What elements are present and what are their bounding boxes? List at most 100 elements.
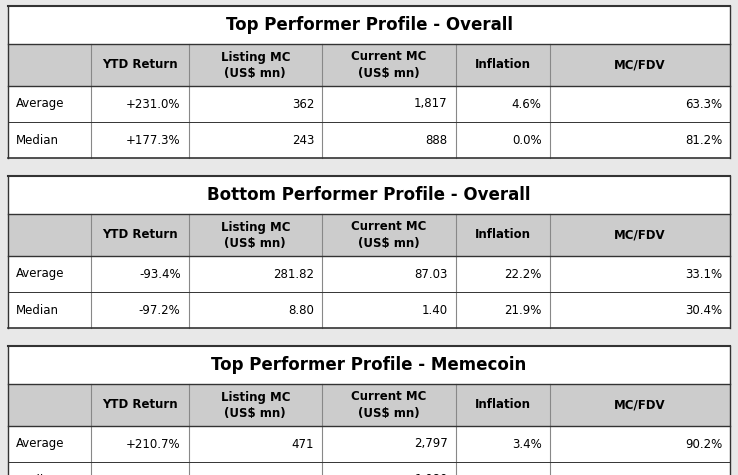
Text: 362: 362 <box>292 97 314 111</box>
Bar <box>91 44 188 86</box>
Bar <box>188 426 322 462</box>
Bar <box>550 426 730 462</box>
Text: 0.0%: 0.0% <box>512 133 542 146</box>
Text: +210.7%: +210.7% <box>126 437 181 450</box>
Bar <box>550 214 730 256</box>
Bar <box>188 44 322 86</box>
Bar <box>188 292 322 328</box>
Text: 33.1%: 33.1% <box>685 267 722 281</box>
Text: 3.4%: 3.4% <box>511 437 542 450</box>
Bar <box>550 384 730 426</box>
Text: 90.2%: 90.2% <box>685 437 722 450</box>
Bar <box>8 44 91 86</box>
Bar <box>550 122 730 158</box>
Bar <box>8 384 91 426</box>
Text: 87.03: 87.03 <box>414 267 448 281</box>
Text: Inflation: Inflation <box>475 399 531 411</box>
Text: 4.6%: 4.6% <box>511 97 542 111</box>
Text: 345: 345 <box>292 474 314 475</box>
Text: 99.9%: 99.9% <box>685 474 722 475</box>
Bar <box>8 214 91 256</box>
Text: Inflation: Inflation <box>475 58 531 72</box>
Text: Bottom Performer Profile - Overall: Bottom Performer Profile - Overall <box>207 186 531 204</box>
Bar <box>8 86 91 122</box>
Text: 888: 888 <box>426 133 448 146</box>
Bar <box>91 256 188 292</box>
Text: Median: Median <box>16 133 59 146</box>
Bar <box>8 256 91 292</box>
Text: 243: 243 <box>292 133 314 146</box>
Bar <box>8 176 730 328</box>
Text: 22.2%: 22.2% <box>504 267 542 281</box>
Text: 2,797: 2,797 <box>414 437 448 450</box>
Bar <box>322 122 455 158</box>
Bar <box>550 292 730 328</box>
Bar <box>188 256 322 292</box>
Text: Listing MC
(US$ mn): Listing MC (US$ mn) <box>221 50 290 79</box>
Text: 281.82: 281.82 <box>273 267 314 281</box>
Bar <box>8 346 730 475</box>
Text: Listing MC
(US$ mn): Listing MC (US$ mn) <box>221 390 290 419</box>
Text: 1,080: 1,080 <box>414 474 448 475</box>
Bar <box>8 176 730 214</box>
Bar <box>8 122 91 158</box>
Bar <box>188 214 322 256</box>
Text: 81.2%: 81.2% <box>685 133 722 146</box>
Text: YTD Return: YTD Return <box>102 228 178 241</box>
Bar <box>8 346 730 384</box>
Text: Median: Median <box>16 474 59 475</box>
Bar <box>322 384 455 426</box>
Bar <box>322 86 455 122</box>
Text: 1,817: 1,817 <box>414 97 448 111</box>
Text: 30.4%: 30.4% <box>685 304 722 316</box>
Bar <box>91 384 188 426</box>
Bar <box>91 462 188 475</box>
Text: Top Performer Profile - Memecoin: Top Performer Profile - Memecoin <box>211 356 527 374</box>
Bar <box>8 426 91 462</box>
Bar <box>550 462 730 475</box>
Text: YTD Return: YTD Return <box>102 399 178 411</box>
Text: -93.4%: -93.4% <box>139 267 181 281</box>
Bar <box>550 86 730 122</box>
Text: 1.40: 1.40 <box>421 304 448 316</box>
Text: Inflation: Inflation <box>475 228 531 241</box>
Bar <box>91 292 188 328</box>
Text: +177.3%: +177.3% <box>126 133 181 146</box>
Bar <box>455 44 550 86</box>
Bar <box>322 292 455 328</box>
Text: Current MC
(US$ mn): Current MC (US$ mn) <box>351 390 427 419</box>
Bar <box>8 6 730 158</box>
Text: +231.0%: +231.0% <box>126 97 181 111</box>
Text: +167.9%: +167.9% <box>125 474 181 475</box>
Text: 21.9%: 21.9% <box>504 304 542 316</box>
Bar <box>91 122 188 158</box>
Text: Median: Median <box>16 304 59 316</box>
Text: MC/FDV: MC/FDV <box>614 399 666 411</box>
Bar <box>8 6 730 44</box>
Bar <box>455 426 550 462</box>
Text: Current MC
(US$ mn): Current MC (US$ mn) <box>351 50 427 79</box>
Text: Listing MC
(US$ mn): Listing MC (US$ mn) <box>221 220 290 249</box>
Text: YTD Return: YTD Return <box>102 58 178 72</box>
Bar <box>91 86 188 122</box>
Text: Average: Average <box>16 97 64 111</box>
Text: 63.3%: 63.3% <box>685 97 722 111</box>
Bar <box>322 44 455 86</box>
Bar <box>91 214 188 256</box>
Bar <box>455 384 550 426</box>
Bar <box>322 462 455 475</box>
Text: MC/FDV: MC/FDV <box>614 228 666 241</box>
Text: Average: Average <box>16 267 64 281</box>
Bar <box>550 256 730 292</box>
Text: MC/FDV: MC/FDV <box>614 58 666 72</box>
Text: Current MC
(US$ mn): Current MC (US$ mn) <box>351 220 427 249</box>
Bar <box>188 122 322 158</box>
Bar <box>455 214 550 256</box>
Bar <box>455 292 550 328</box>
Text: 0.0%: 0.0% <box>512 474 542 475</box>
Bar <box>91 426 188 462</box>
Bar <box>550 44 730 86</box>
Bar <box>455 122 550 158</box>
Text: Average: Average <box>16 437 64 450</box>
Bar <box>322 426 455 462</box>
